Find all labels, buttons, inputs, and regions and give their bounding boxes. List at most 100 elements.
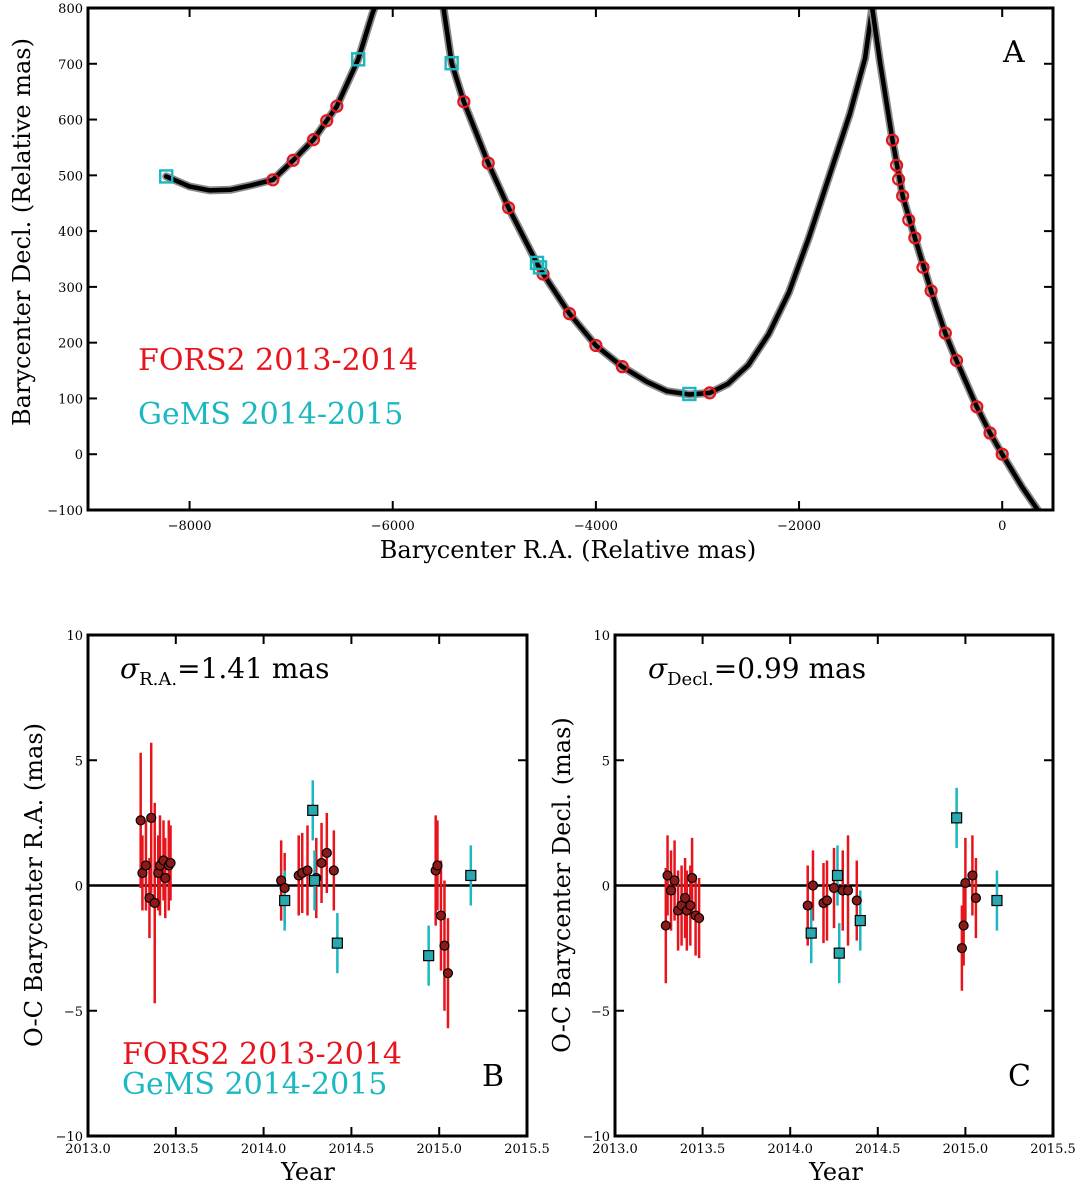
panel-a-xtick-label: −2000 [777,519,821,534]
panel-c-frame [613,633,1055,1138]
panel-b-xtick-label: 2014.0 [241,1142,287,1157]
fors2-point [328,865,339,876]
fors2-point [286,153,300,167]
gems-point [444,56,459,71]
panel-c-ylabel: O-C Barycenter Decl. (mas) [548,717,576,1053]
panel-b-ytick-label: 10 [66,629,83,644]
fors2-point [330,99,344,113]
fors2-point [146,812,157,823]
fors2-point [662,870,673,881]
gems-point [331,937,343,949]
panel-a-ytick-label: 500 [58,169,83,184]
gems-point [465,869,477,882]
fors2-point [481,156,495,170]
fors2-point [432,860,443,871]
panel-a-legend-fors2: FORS2 2013-2014 [138,343,418,378]
panel-c-sigma-value: =0.99 mas [714,652,866,685]
fors2-point [967,870,978,881]
panel-c-axes: 2013.0 2013.5 2014.0 2014.5 2015.0 2015.5 −10 −… [583,629,1076,1157]
panel-a-xtick-label: −6000 [371,519,415,534]
panel-a-ytick-label: 400 [58,225,83,240]
panel-c-ytick-label: −10 [583,1130,610,1145]
panel-c-xtick-label: 2013.5 [680,1142,726,1157]
fors2-point [589,338,603,353]
panel-b-letter: B [482,1059,504,1094]
fors2-point [960,877,971,889]
model-curve [441,8,875,397]
panel-b-plot-area [88,742,527,1029]
panel-b-axes: 2013.0 2013.5 2014.0 2014.5 2015.0 2015.5 −10 −… [56,629,550,1157]
fors2-point [949,353,964,368]
panel-a-xtick-label: 0 [998,519,1006,534]
gems-point [351,52,366,67]
fors2-point [316,857,327,869]
fors2-point [160,872,171,884]
fors2-point [885,133,900,147]
panel-a-xtick-label: −4000 [574,519,618,534]
fors2-point [842,885,854,896]
fors2-point [669,875,680,886]
model-curve [869,8,1041,510]
fors2-point [302,865,313,876]
panel-a-xlabel: Barycenter R.A. (Relative mas) [380,536,756,564]
fors2-point [442,968,454,979]
panel-c-sigma-symbol: σ [648,652,668,685]
gems-point [951,812,963,824]
gems-point [833,947,845,959]
panel-b-sigma-annotation: σR.A.=1.41 mas [120,652,329,690]
fors2-point [165,857,176,869]
fors2-point [821,895,833,906]
gems-point [854,914,866,927]
panel-c-ytick-label: 0 [602,880,610,895]
gems-point [532,260,548,275]
fors2-point [970,892,982,904]
fors2-point [995,447,1009,461]
model-curve-halo [868,8,1042,510]
fors2-point [615,360,629,374]
panel-a-sky-track: −8000 −6000 −4000 −2000 0 −100 0 100 200 300 400 50… [8,2,1055,564]
panel-c-sigma-subscript: Decl. [667,669,714,690]
panel-c-xtick-label: 2014.5 [855,1142,901,1157]
panel-a-legend-gems: GeMS 2014-2015 [138,397,403,432]
fors2-point [457,95,471,109]
panel-b-ytick-label: 5 [75,754,83,769]
fors2-point [693,912,705,924]
fors2-point [660,920,671,931]
fors2-point [562,307,577,321]
panel-a-ytick-label: 700 [58,58,83,73]
panel-c-decl-residuals: 2013.0 2013.5 2014.0 2014.5 2015.0 2015.5 −10 −… [548,629,1076,1186]
panel-c-xtick-label: 2013.0 [592,1142,638,1157]
fors2-point [501,201,516,215]
panel-a-ytick-label: −100 [47,504,83,519]
fors2-point [896,189,910,203]
panel-a-ytick-label: 100 [58,392,83,407]
model-curve [163,8,377,193]
fors2-point [266,173,280,187]
fors2-point [908,231,922,245]
fors2-point [140,860,152,871]
fors2-point [902,213,916,227]
panel-b-xtick-label: 2015.5 [504,1142,550,1157]
panel-b-sigma-subscript: R.A. [139,669,177,690]
fors2-point [439,940,450,951]
panel-a-ytick-label: 200 [58,337,83,352]
panel-b-ytick-label: −10 [56,1130,83,1145]
panel-b-xtick-label: 2015.0 [416,1142,462,1157]
fors2-point [983,426,997,440]
fors2-point [828,882,840,894]
fors2-point [970,400,984,414]
panel-a-frame [86,6,1055,512]
fors2-point [135,815,146,826]
panel-c-sigma-annotation: σDecl.=0.99 mas [648,652,866,690]
panel-c-xtick-label: 2015.0 [943,1142,989,1157]
fors2-point [320,114,334,128]
panel-b-xtick-label: 2013.0 [65,1142,111,1157]
gems-point [529,255,545,271]
panel-a-ylabel: Barycenter Decl. (Relative mas) [8,38,36,426]
fors2-point [851,895,862,906]
panel-c-letter: C [1008,1059,1031,1094]
gems-point [805,927,817,939]
panel-b-ylabel: O-C Barycenter R.A. (mas) [20,723,48,1047]
fors2-point [279,882,290,894]
